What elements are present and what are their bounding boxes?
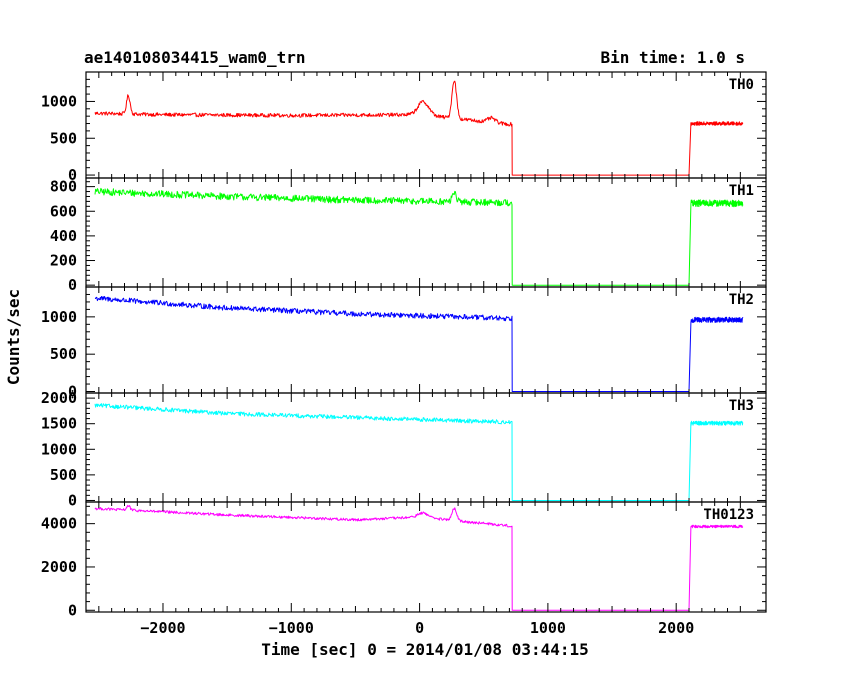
x-tick-label: 1000 xyxy=(530,619,566,637)
y-tick-label: 1000 xyxy=(41,92,77,110)
y-tick-label: 0 xyxy=(68,383,77,401)
panel-label-th0123: TH0123 xyxy=(703,507,754,523)
y-tick-label: 0 xyxy=(68,276,77,294)
panel-label-th1: TH1 xyxy=(729,183,754,199)
panel-th0123: 0 2000 4000 TH0123 xyxy=(41,501,767,619)
y-tick-label: 200 xyxy=(50,252,77,270)
panel-frame xyxy=(85,501,767,613)
series-line-th3 xyxy=(94,403,744,501)
x-tick-labels: −2000 −1000 0 1000 2000 xyxy=(140,619,694,637)
x-axis-label: Time [sec] 0 = 2014/01/08 03:44:15 xyxy=(261,640,589,659)
panel-frame xyxy=(85,392,767,503)
y-tick-label: 0 xyxy=(68,491,77,509)
series-line-th1 xyxy=(94,187,744,286)
x-tick-label: 0 xyxy=(415,619,424,637)
y-tick-label: 500 xyxy=(50,345,77,363)
bin-time-label: Bin time: 1.0 s xyxy=(601,48,746,67)
y-tick-label: 0 xyxy=(68,601,77,619)
series-line-th2 xyxy=(94,296,744,392)
y-tick-label: 0 xyxy=(68,166,77,184)
x-tick-label: −1000 xyxy=(269,619,314,637)
panel-th1: 0 200 400 600 800 TH1 xyxy=(50,177,767,294)
x-tick-label: 2000 xyxy=(658,619,694,637)
x-tick-label: −2000 xyxy=(140,619,185,637)
panel-th2: 0 500 1000 TH2 xyxy=(41,286,767,401)
series-line-th0 xyxy=(94,80,744,176)
y-tick-label: 2000 xyxy=(41,558,77,576)
y-tick-label: 600 xyxy=(50,202,77,220)
panel-label-th0: TH0 xyxy=(729,77,754,93)
panel-th3: 0 500 1000 1500 2000 TH3 xyxy=(41,389,767,509)
y-tick-label: 500 xyxy=(50,466,77,484)
y-tick-label: 1500 xyxy=(41,415,77,433)
y-tick-label: 4000 xyxy=(41,515,77,533)
chart-title: ae140108034415_wam0_trn xyxy=(84,48,306,67)
series-line-th0123 xyxy=(94,504,744,611)
panel-frame xyxy=(85,286,767,394)
panel-label-th3: TH3 xyxy=(729,398,754,414)
panel-frame xyxy=(85,71,767,179)
y-tick-label: 400 xyxy=(50,227,77,245)
y-tick-label: 500 xyxy=(50,129,77,147)
y-axis-label: Counts/sec xyxy=(4,289,23,385)
y-tick-label: 1000 xyxy=(41,308,77,326)
y-tick-label: 2000 xyxy=(41,389,77,407)
panels-group: 0 500 1000 TH0 0 200 400 600 800 TH1 0 500 1000 TH2 0 5… xyxy=(41,71,767,619)
panel-label-th2: TH2 xyxy=(729,292,754,308)
panel-th0: 0 500 1000 TH0 xyxy=(41,71,767,184)
y-tick-label: 800 xyxy=(50,178,77,196)
y-tick-label: 1000 xyxy=(41,440,77,458)
